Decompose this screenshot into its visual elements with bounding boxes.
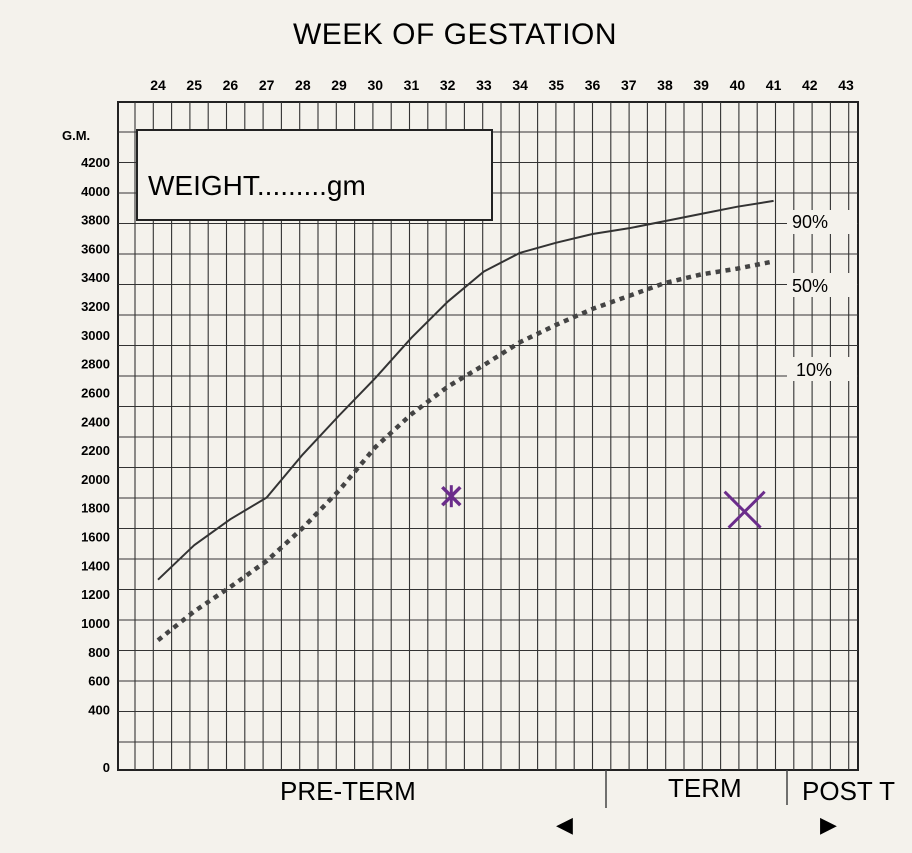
series-line-50pct <box>156 259 775 642</box>
x-tick-label: 27 <box>259 77 275 93</box>
weight-box-label: WEIGHT.........gm <box>148 170 366 201</box>
y-tick-labels: 4200400038003600340032003000280026002400… <box>81 155 110 775</box>
band-post-arrow: ▶ <box>820 812 837 837</box>
y-tick-label: 3000 <box>81 328 110 343</box>
pct-label-10: 10% <box>796 360 832 380</box>
y-tick-label: 3400 <box>81 270 110 285</box>
y-tick-label: 800 <box>88 645 110 660</box>
x-tick-label: 30 <box>367 77 383 93</box>
plotted-markers <box>441 485 766 529</box>
percentile-lines <box>156 199 775 642</box>
y-tick-label: 1400 <box>81 558 110 573</box>
pct-label-90: 90% <box>792 212 828 232</box>
x-tick-label: 31 <box>404 77 420 93</box>
y-unit-label: G.M. <box>62 128 90 143</box>
band-preterm-label: PRE-TERM <box>280 776 416 806</box>
pct-label-bg-90 <box>787 210 857 234</box>
y-tick-label: 2200 <box>81 443 110 458</box>
x-tick-label: 35 <box>549 77 565 93</box>
y-tick-label: 4000 <box>81 184 110 199</box>
x-tick-label: 40 <box>730 77 746 93</box>
weight-box <box>136 129 493 221</box>
pct-label-50: 50% <box>792 276 828 296</box>
x-tick-label: 36 <box>585 77 601 93</box>
x-tick-label: 29 <box>331 77 347 93</box>
chart-title: WEEK OF GESTATION <box>293 18 617 51</box>
plot-marker-star <box>441 485 462 508</box>
y-tick-label: 3600 <box>81 241 110 256</box>
y-tick-label: 2000 <box>81 472 110 487</box>
series-line-90pct <box>157 199 774 581</box>
y-tick-label: 1200 <box>81 587 110 602</box>
x-tick-label: 25 <box>186 77 202 93</box>
pct-label-bg-10 <box>787 357 857 381</box>
y-tick-label: 1800 <box>81 501 110 516</box>
y-tick-label: 3200 <box>81 299 110 314</box>
x-tick-label: 33 <box>476 77 492 93</box>
y-tick-label: 2400 <box>81 414 110 429</box>
marker-stroke <box>723 490 762 529</box>
x-tick-label: 38 <box>657 77 673 93</box>
x-tick-label: 28 <box>295 77 311 93</box>
x-tick-label: 37 <box>621 77 637 93</box>
plot-frame <box>117 101 859 771</box>
plot-marker-cross <box>723 490 766 529</box>
x-tick-label: 34 <box>512 77 528 93</box>
band-post-label: POST T <box>802 776 895 806</box>
marker-stroke <box>727 490 766 529</box>
band-preterm-arrow: ◀ <box>556 812 573 837</box>
x-tick-label: 42 <box>802 77 818 93</box>
pct-label-bg-50 <box>787 273 857 297</box>
y-tick-label: 3800 <box>81 213 110 228</box>
y-tick-label: 2600 <box>81 385 110 400</box>
y-tick-label: 2800 <box>81 357 110 372</box>
x-tick-label: 32 <box>440 77 456 93</box>
x-tick-label: 26 <box>223 77 239 93</box>
x-tick-labels: 24 25 26 27 28 29 30 31 32 33 34 35 36 37 38 39 40 41 42 43 <box>150 77 854 93</box>
band-term-label: TERM <box>668 773 742 803</box>
y-tick-label: 4200 <box>81 155 110 170</box>
y-tick-label: 0 <box>103 760 110 775</box>
x-tick-label: 41 <box>766 77 782 93</box>
y-tick-label: 1600 <box>81 530 110 545</box>
y-tick-label: 1000 <box>81 616 110 631</box>
x-tick-label: 24 <box>150 77 166 93</box>
y-tick-label: 600 <box>88 674 110 689</box>
y-tick-label: 400 <box>88 702 110 717</box>
x-tick-label: 39 <box>693 77 709 93</box>
x-tick-label: 43 <box>838 77 854 93</box>
